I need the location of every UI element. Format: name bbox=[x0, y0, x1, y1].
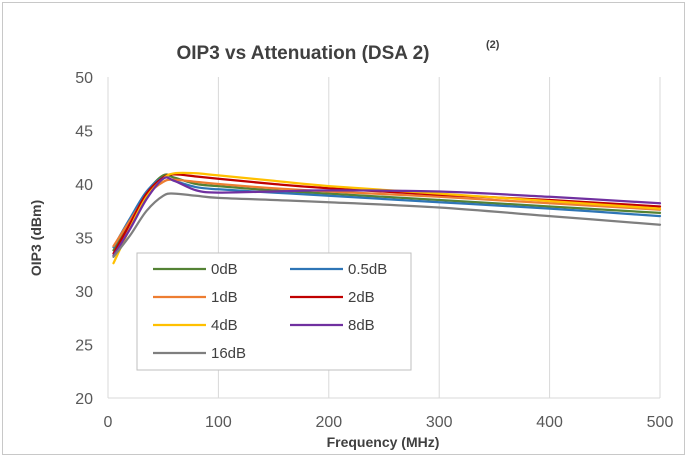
series-layer bbox=[112, 171, 662, 265]
x-tick-label: 100 bbox=[205, 414, 232, 431]
y-tick-label: 40 bbox=[75, 177, 93, 194]
x-axis-label: Frequency (MHz) bbox=[327, 434, 440, 450]
y-tick-label: 35 bbox=[75, 231, 93, 248]
x-tick-label: 500 bbox=[647, 414, 674, 431]
legend: 0dB 0.5dB 1dB 2dB 4dB 8dB 16dB bbox=[136, 252, 412, 371]
chart-title-superscript: (2) bbox=[486, 39, 500, 51]
legend-label: 16dB bbox=[211, 345, 246, 362]
y-tick-label: 20 bbox=[75, 391, 93, 408]
x-tick-label: 0 bbox=[104, 414, 113, 431]
series-line-4dB bbox=[112, 171, 662, 265]
x-tick-label: 400 bbox=[536, 414, 563, 431]
x-tick-label: 200 bbox=[315, 414, 342, 431]
series-line-8dB bbox=[112, 176, 662, 257]
y-axis-label: OIP3 (dBm) bbox=[28, 200, 44, 276]
legend-label: 0dB bbox=[211, 261, 238, 278]
chart-frame bbox=[2, 2, 685, 455]
series-line-0_5dB bbox=[112, 175, 662, 249]
tick-labels: 0 100 200 300 400 500 20 25 30 35 40 45 50 bbox=[75, 70, 673, 431]
y-tick-label: 50 bbox=[75, 70, 93, 87]
legend-label: 4dB bbox=[211, 317, 238, 334]
y-tick-label: 45 bbox=[75, 124, 93, 141]
chart-title: OIP3 vs Attenuation (DSA 2) bbox=[176, 43, 429, 64]
x-tick-label: 300 bbox=[426, 414, 453, 431]
series-line-0dB bbox=[112, 173, 662, 252]
legend-label: 0.5dB bbox=[348, 261, 387, 278]
y-tick-label: 25 bbox=[75, 338, 93, 355]
y-tick-label: 30 bbox=[75, 284, 93, 301]
legend-label: 2dB bbox=[348, 289, 375, 306]
series-line-16dB bbox=[112, 192, 662, 258]
legend-box bbox=[136, 252, 412, 371]
legend-label: 1dB bbox=[211, 289, 238, 306]
legend-label: 8dB bbox=[348, 317, 375, 334]
